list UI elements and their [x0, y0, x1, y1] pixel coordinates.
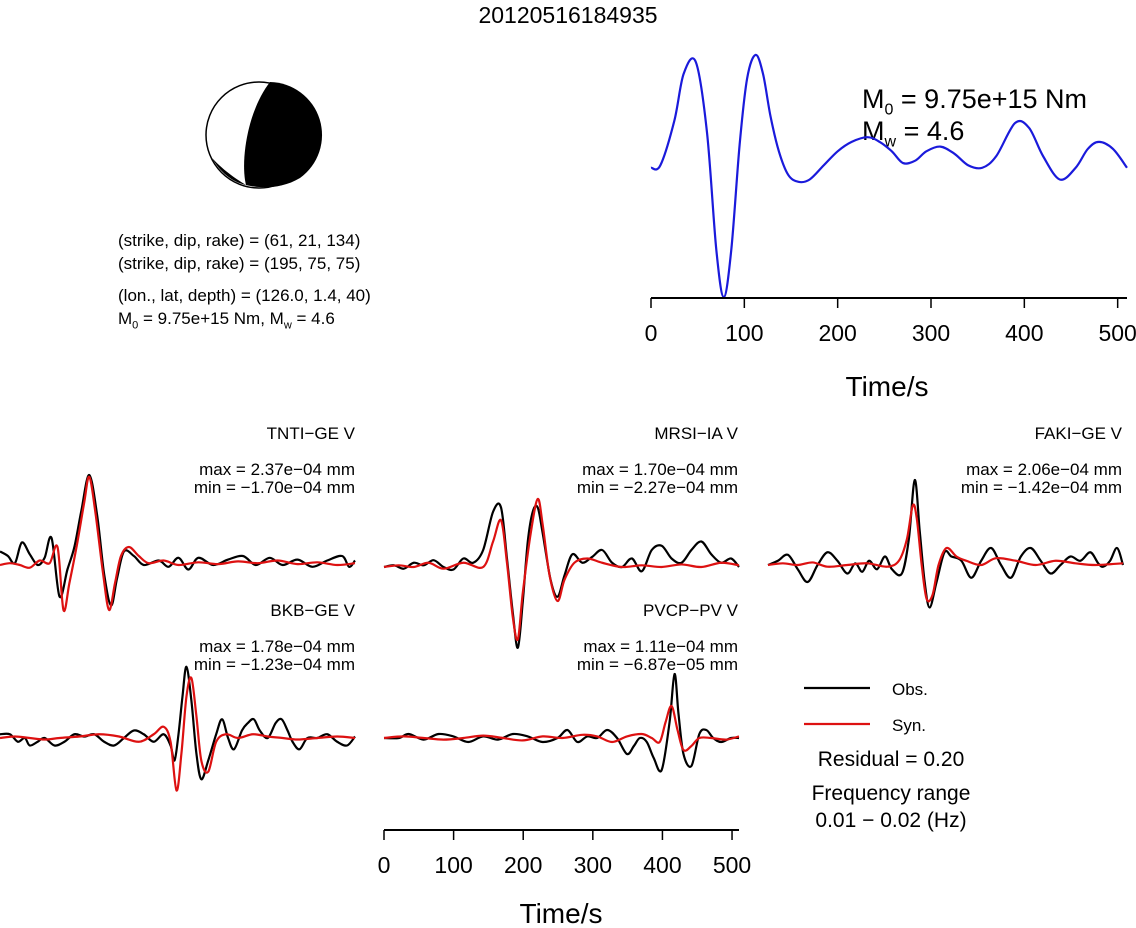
- obs-trace-0: [0, 473, 356, 607]
- stf-tick-label: 500: [1098, 320, 1136, 346]
- wave-tick-label: 100: [434, 852, 472, 878]
- stf-tick-label: 300: [912, 320, 950, 346]
- freq-title: Frequency range: [811, 782, 971, 805]
- freq-range: 0.01 − 0.02 (Hz): [815, 809, 967, 832]
- axes: 0 100 200 300 400 500 Time/s 0 100 200 300 400 500 Ti…: [378, 297, 1136, 928]
- station-max-0: max = 2.37e−04 mm: [199, 460, 355, 479]
- station-min-4: min = −6.87e−05 mm: [576, 655, 738, 674]
- station-max-3: max = 1.78e−04 mm: [199, 637, 355, 656]
- stf-mw-sub: w: [884, 133, 897, 151]
- obs-trace-2: [767, 478, 1125, 609]
- obs-trace-3: [0, 665, 356, 781]
- station-min-1: min = −2.27e−04 mm: [576, 478, 738, 497]
- wave-tick-label: 500: [713, 852, 751, 878]
- station-max-4: max = 1.11e−04 mm: [583, 637, 738, 656]
- syn-trace-0: [0, 475, 356, 613]
- stf-tick-label: 200: [818, 320, 856, 346]
- stf-tick-label: 0: [645, 320, 658, 346]
- stf-series-line: [650, 53, 1128, 299]
- station-name-1: MRSI−IA V: [654, 424, 738, 443]
- stf-m0-letter: M: [862, 84, 885, 114]
- stf-m0-label: M0 = 9.75e+15 Nm: [862, 84, 1087, 119]
- stf-m0-sub: 0: [884, 101, 894, 119]
- obs-trace-4: [383, 672, 740, 773]
- station-name-0: TNTI−GE V: [266, 424, 355, 443]
- strike-dip-rake-2: (strike, dip, rake) = (195, 75, 75): [118, 254, 361, 273]
- stf-mw-letter: M: [862, 116, 885, 146]
- wave-x-axis-label: Time/s: [520, 898, 603, 928]
- m0-sub: 0: [132, 319, 139, 332]
- residual-label: Residual = 0.20: [817, 748, 965, 771]
- page-title: 20120516184935: [478, 2, 658, 28]
- wave-tick-label: 200: [504, 852, 542, 878]
- station-min-0: min = −1.70e−04 mm: [193, 478, 355, 497]
- stf-x-axis-label: Time/s: [846, 371, 929, 402]
- station-name-2: FAKI−GE V: [1034, 424, 1122, 443]
- legend-obs-label: Obs.: [892, 680, 928, 699]
- station-min-3: min = −1.23e−04 mm: [193, 655, 355, 674]
- stf-mw-label: Mw = 4.6: [862, 116, 964, 151]
- syn-trace-2: [767, 503, 1124, 603]
- station-name-4: PVCP−PV V: [643, 601, 738, 620]
- stf-tick-label: 400: [1005, 320, 1043, 346]
- obs-trace-1: [383, 502, 740, 649]
- location-label: (lon., lat, depth) = (126.0, 1.4, 40): [118, 286, 371, 305]
- strike-dip-rake-1: (strike, dip, rake) = (61, 21, 134): [118, 231, 361, 250]
- waveforms-chart: [0, 473, 1125, 792]
- wave-tick-label: 300: [574, 852, 612, 878]
- station-max-1: max = 1.70e−04 mm: [582, 460, 738, 479]
- station-min-2: min = −1.42e−04 mm: [960, 478, 1122, 497]
- mw-sub: w: [283, 319, 292, 332]
- stf-tick-label: 100: [725, 320, 763, 346]
- syn-trace-1: [383, 497, 740, 642]
- station-max-2: max = 2.06e−04 mm: [966, 460, 1122, 479]
- wave-tick-label: 0: [378, 852, 391, 878]
- stf-chart: [650, 53, 1128, 299]
- m0-prefix: M: [118, 309, 133, 328]
- mw-value: = 4.6: [291, 309, 335, 328]
- station-name-3: BKB−GE V: [270, 601, 355, 620]
- legend-syn-label: Syn.: [892, 716, 927, 735]
- beachball-icon: [205, 81, 323, 189]
- wave-tick-label: 400: [643, 852, 681, 878]
- syn-trace-4: [383, 704, 740, 752]
- syn-trace-3: [0, 676, 356, 792]
- moment-magnitude-label: M0 = 9.75e+15 Nm, Mw = 4.6: [118, 309, 335, 331]
- stf-mw-text: = 4.6: [896, 116, 965, 146]
- m0-value: = 9.75e+15 Nm, M: [138, 309, 284, 328]
- stf-m0-text: = 9.75e+15 Nm: [893, 84, 1088, 114]
